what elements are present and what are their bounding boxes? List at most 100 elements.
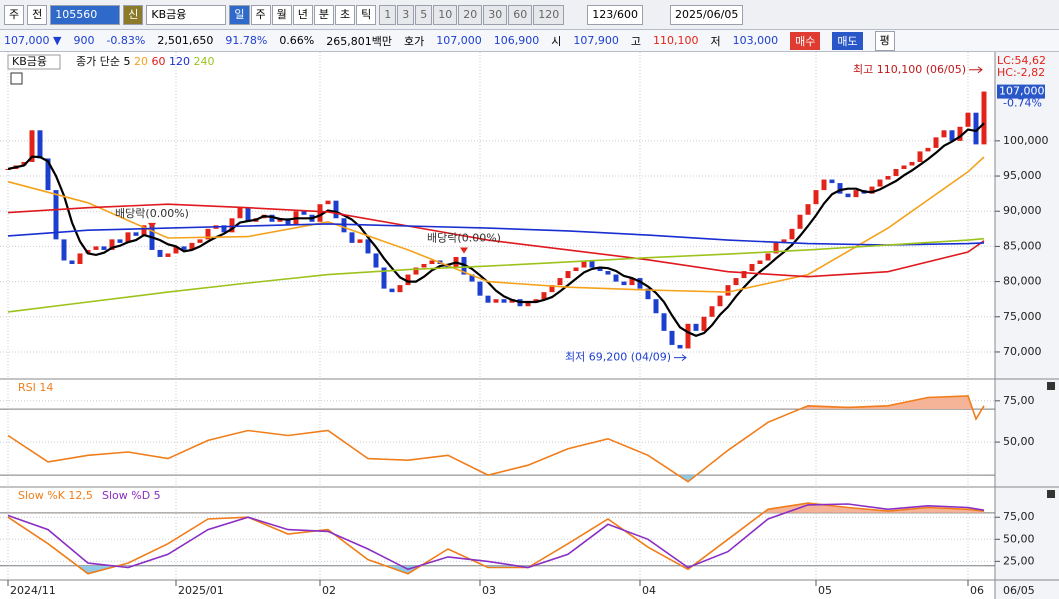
candle — [69, 260, 75, 264]
candle — [949, 130, 955, 141]
candle — [37, 130, 43, 159]
candle — [581, 260, 587, 268]
y-tick-label: 75,00 — [1003, 510, 1035, 523]
candle — [645, 288, 651, 300]
candle — [781, 239, 787, 243]
x-tick-label: 2024/11 — [10, 584, 56, 597]
legend-entry: 120 — [169, 55, 190, 68]
candle — [749, 264, 755, 272]
x-tick-label: 05 — [818, 584, 832, 597]
indicator-line — [7, 395, 985, 483]
unit-button[interactable]: 1 — [379, 4, 397, 25]
legend-entry: 240 — [193, 55, 214, 68]
avg-button[interactable]: 평 — [874, 30, 895, 51]
candle — [413, 267, 419, 275]
stock-name[interactable]: KB금융 — [146, 4, 227, 25]
candle — [773, 242, 779, 254]
candle — [925, 147, 931, 152]
unit-button[interactable]: 20 — [458, 4, 483, 25]
unit-button[interactable]: 30 — [483, 4, 508, 25]
candle — [93, 246, 99, 250]
candle — [541, 292, 547, 300]
unit-button[interactable]: 5 — [415, 4, 433, 25]
candle — [853, 190, 859, 198]
x-tick-label: 06 — [970, 584, 984, 597]
candle — [29, 130, 35, 162]
interval-button[interactable]: 분 — [313, 4, 334, 25]
candle — [941, 130, 947, 138]
candle — [157, 249, 163, 257]
candle — [845, 193, 851, 198]
candle — [317, 204, 323, 222]
high-label: 최고 110,100 (06/05) — [853, 63, 966, 76]
candle — [397, 285, 403, 293]
candle — [725, 285, 731, 296]
candle — [333, 200, 339, 219]
candle — [637, 278, 643, 289]
moving-average — [7, 223, 985, 246]
table-icon[interactable] — [10, 72, 23, 85]
high: 110,100 — [653, 34, 699, 47]
low-label: 저 — [710, 34, 721, 48]
interval-button[interactable]: 초 — [335, 4, 356, 25]
date[interactable]: 2025/06/05 — [669, 4, 744, 25]
count[interactable]: 123/600 — [587, 4, 643, 25]
moving-average — [7, 203, 985, 278]
interval-button[interactable]: 년 — [292, 4, 313, 25]
candle — [893, 169, 899, 177]
interval-button[interactable]: 주 — [250, 4, 271, 25]
candle — [405, 274, 411, 286]
legend-entry: 5 — [123, 55, 130, 68]
candle — [141, 225, 147, 236]
buy-button[interactable]: 매수 — [790, 31, 821, 50]
unit-button[interactable]: 3 — [397, 4, 415, 25]
candle — [973, 112, 979, 145]
indicator-line — [7, 502, 985, 575]
candle — [197, 239, 203, 243]
interval-button[interactable]: 월 — [271, 4, 292, 25]
candle — [685, 323, 691, 349]
legend-entry: Slow %K 12,5 — [18, 489, 93, 502]
candle — [549, 285, 555, 293]
candle — [485, 295, 491, 303]
legend-entry: RSI 14 — [18, 381, 53, 394]
sell-button[interactable]: 매도 — [832, 31, 863, 50]
candle — [717, 295, 723, 307]
candle — [877, 179, 883, 187]
code-input[interactable]: 105560 — [50, 4, 121, 25]
x-tick-label: 03 — [482, 584, 496, 597]
last-date: 06/05 — [1003, 584, 1035, 597]
flag[interactable]: 신 — [123, 4, 144, 25]
x-tick-label: 02 — [322, 584, 336, 597]
candle — [5, 169, 11, 170]
candle — [45, 158, 51, 191]
candle — [741, 271, 747, 279]
unit-button[interactable]: 60 — [508, 4, 533, 25]
prev[interactable]: 전 — [27, 4, 48, 25]
candle — [61, 239, 67, 261]
candle — [653, 299, 659, 314]
title-box — [7, 54, 61, 70]
candle — [701, 316, 707, 331]
candle — [389, 288, 395, 293]
last-price-box — [997, 84, 1045, 99]
change: 900 — [73, 34, 95, 47]
price: 107,000 ▼ — [4, 34, 62, 47]
unit-button[interactable]: 120 — [533, 4, 565, 25]
candle — [669, 330, 675, 345]
close-icon[interactable] — [1047, 490, 1055, 498]
side-label: HC:-2,82 — [997, 66, 1045, 79]
close-icon[interactable] — [1047, 382, 1055, 390]
unit-button[interactable]: 10 — [433, 4, 458, 25]
candle — [597, 267, 603, 272]
interval-button[interactable]: 일 — [229, 4, 250, 25]
annotation: 배당락(0.00%) — [115, 207, 189, 220]
candle — [573, 267, 579, 272]
interval-button[interactable]: 틱 — [356, 4, 377, 25]
high-label: 고 — [630, 34, 641, 48]
volume: 2,501,650 — [157, 34, 214, 47]
period[interactable]: 주 — [4, 4, 25, 25]
candle — [245, 207, 251, 222]
